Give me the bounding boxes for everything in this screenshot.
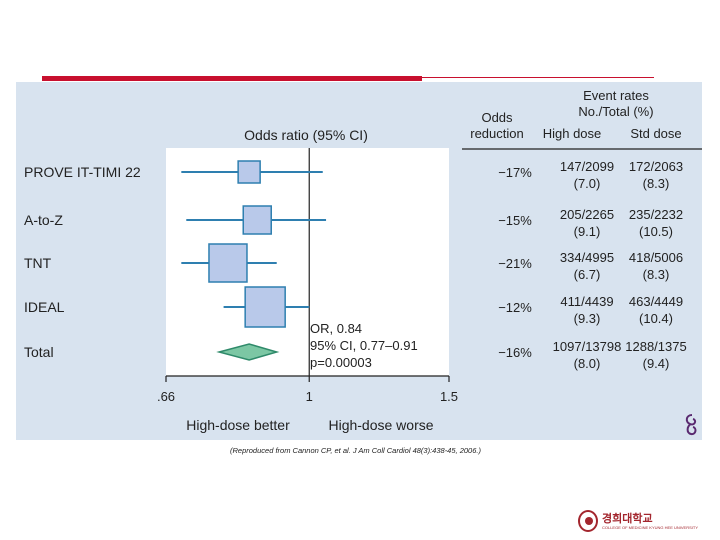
- total-odds-reduction: −16%: [498, 345, 532, 360]
- reduction-header: reduction: [470, 126, 523, 141]
- forest-plot-figure: Odds ratio (95% CI) PROVE IT-TIMI 22 −17% 1…: [16, 82, 702, 440]
- x-axis-tick-label: .66: [157, 389, 175, 404]
- high-dose-header: High dose: [543, 126, 602, 141]
- study-label: A-to-Z: [24, 212, 63, 228]
- point-estimate-box: [242, 205, 272, 235]
- std-dose-events: 463/4449: [629, 294, 683, 309]
- high-dose-percent: (9.1): [574, 224, 601, 239]
- odds-reduction-value: −15%: [498, 213, 532, 228]
- total-high-dose-events: 1097/13798: [553, 339, 622, 354]
- std-dose-percent: (10.4): [639, 311, 673, 326]
- std-dose-header: Std dose: [630, 126, 681, 141]
- study-label: IDEAL: [24, 299, 65, 315]
- high-dose-percent: (6.7): [574, 267, 601, 282]
- event-rates-subheader: No./Total (%): [578, 104, 653, 119]
- citation-text: (Reproduced from Cannon CP, et al. J Am …: [230, 446, 481, 455]
- odds-header: Odds: [481, 110, 513, 125]
- total-std-dose-events: 1288/1375: [625, 339, 686, 354]
- study-label: TNT: [24, 255, 52, 271]
- event-rates-header: Event rates: [583, 88, 649, 103]
- x-axis-tick-label: 1.5: [440, 389, 458, 404]
- high-dose-events: 411/4439: [560, 294, 613, 309]
- slide-accent-rule: [42, 76, 422, 81]
- std-dose-percent: (10.5): [639, 224, 673, 239]
- std-dose-percent: (8.3): [643, 176, 670, 191]
- university-logo: 경희대학교 COLLEGE OF MEDICINE KYUNG HEE UNIV…: [578, 508, 698, 534]
- odds-reduction-value: −21%: [498, 256, 532, 271]
- std-dose-events: 235/2232: [629, 207, 683, 222]
- logo-subtitle: COLLEGE OF MEDICINE KYUNG HEE UNIVERSITY: [601, 524, 698, 530]
- std-dose-percent: (8.3): [643, 267, 670, 282]
- point-estimate-box: [237, 160, 261, 184]
- std-dose-events: 172/2063: [629, 159, 683, 174]
- x-axis-tick-label: 1: [306, 389, 313, 404]
- journal-swirl-icon: [685, 414, 697, 436]
- high-dose-percent: (9.3): [574, 311, 601, 326]
- point-estimate-box: [244, 286, 286, 328]
- high-dose-events: 334/4995: [560, 250, 614, 265]
- point-estimate-box: [208, 243, 248, 283]
- std-dose-events: 418/5006: [629, 250, 683, 265]
- odds-reduction-value: −17%: [498, 165, 532, 180]
- logo-name: 경희대학교: [601, 511, 653, 525]
- chart-title: Odds ratio (95% CI): [244, 127, 368, 143]
- direction-label-right: High-dose worse: [328, 417, 433, 433]
- university-seal-icon: [578, 510, 598, 532]
- high-dose-percent: (7.0): [574, 176, 601, 191]
- total-annotation-line: OR, 0.84: [310, 321, 362, 336]
- total-high-dose-percent: (8.0): [574, 356, 601, 371]
- high-dose-events: 205/2265: [560, 207, 614, 222]
- slide-accent-thin-rule: [422, 77, 654, 78]
- total-diamond: [216, 343, 280, 361]
- odds-reduction-value: −12%: [498, 300, 532, 315]
- total-annotation-line: 95% CI, 0.77–0.91: [310, 338, 418, 353]
- total-std-dose-percent: (9.4): [643, 356, 670, 371]
- high-dose-events: 147/2099: [560, 159, 614, 174]
- total-annotation-line: p=0.00003: [310, 355, 372, 370]
- study-label: PROVE IT-TIMI 22: [24, 164, 141, 180]
- direction-label-left: High-dose better: [186, 417, 290, 433]
- forest-plot-svg: Odds ratio (95% CI) PROVE IT-TIMI 22 −17% 1…: [24, 88, 702, 433]
- total-label: Total: [24, 344, 54, 360]
